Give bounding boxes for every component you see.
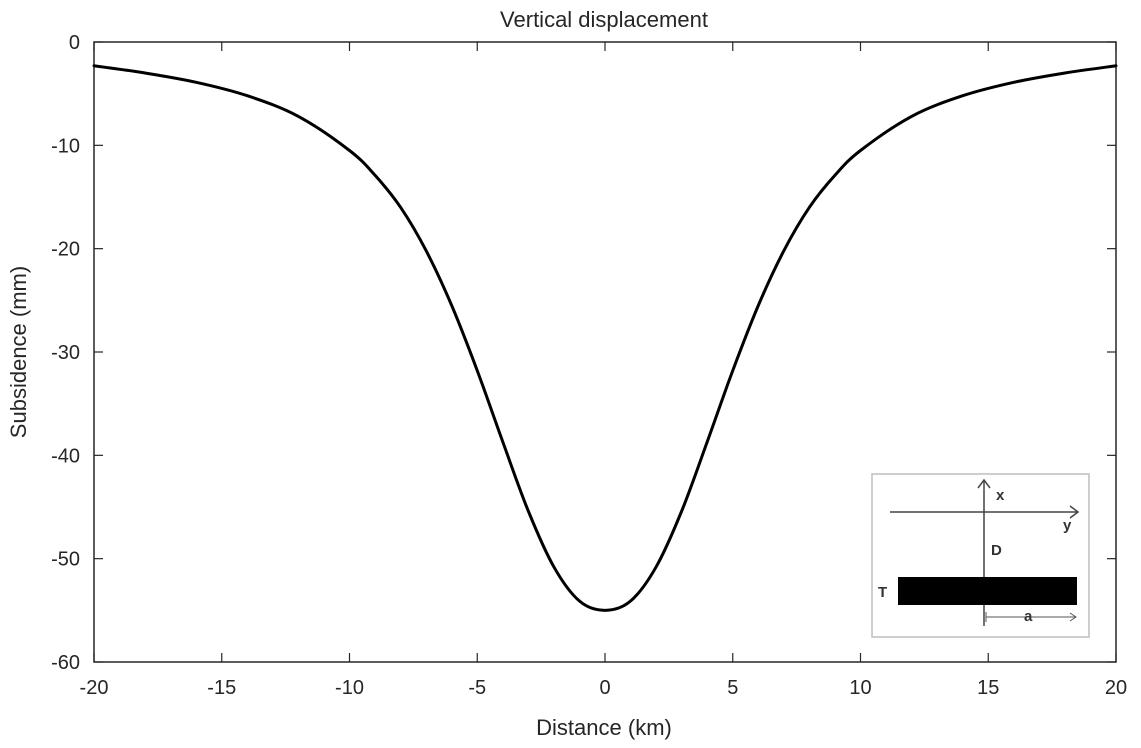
y-tick-label: -60 xyxy=(51,652,80,674)
inset-label-y: y xyxy=(1063,517,1072,534)
x-tick-label: -15 xyxy=(207,677,236,699)
y-tick-label: 0 xyxy=(69,32,80,54)
y-tick-label: -40 xyxy=(51,445,80,467)
y-tick-label: -20 xyxy=(51,239,80,261)
y-axis-title: Subsidence (mm) xyxy=(6,266,31,438)
chart-title: Vertical displacement xyxy=(500,7,708,32)
inset-label-a: a xyxy=(1024,608,1033,625)
axis-ticks xyxy=(93,41,1117,663)
x-tick-label: 0 xyxy=(599,677,610,699)
x-tick-label: 20 xyxy=(1105,677,1127,699)
y-tick-label: -50 xyxy=(51,549,80,571)
inset-diagram: x y D T a xyxy=(871,473,1090,638)
x-tick-label: -20 xyxy=(80,677,109,699)
x-tick-label: 15 xyxy=(977,677,999,699)
x-axis-title: Distance (km) xyxy=(536,715,672,740)
inset-frame xyxy=(871,473,1090,638)
y-tick-labels: 0 -10 -20 -30 -40 -50 -60 xyxy=(51,32,80,674)
y-tick-label: -10 xyxy=(51,135,80,157)
x-tick-label: 10 xyxy=(849,677,871,699)
x-tick-label: -5 xyxy=(468,677,486,699)
inset-reservoir-block xyxy=(898,577,1077,605)
inset-label-t: T xyxy=(878,584,887,601)
inset-y-arrowhead xyxy=(1069,505,1080,519)
inset-label-x: x xyxy=(996,487,1005,504)
inset-label-d: D xyxy=(991,542,1002,559)
inset-x-arrowhead xyxy=(977,478,991,489)
x-tick-labels: -20 -15 -10 -5 0 5 10 15 20 xyxy=(80,677,1128,699)
inset-a-arrowhead xyxy=(1069,612,1077,622)
subsidence-curve xyxy=(92,64,1118,612)
x-tick-label: 5 xyxy=(727,677,738,699)
x-tick-label: -10 xyxy=(335,677,364,699)
y-tick-label: -30 xyxy=(51,342,80,364)
